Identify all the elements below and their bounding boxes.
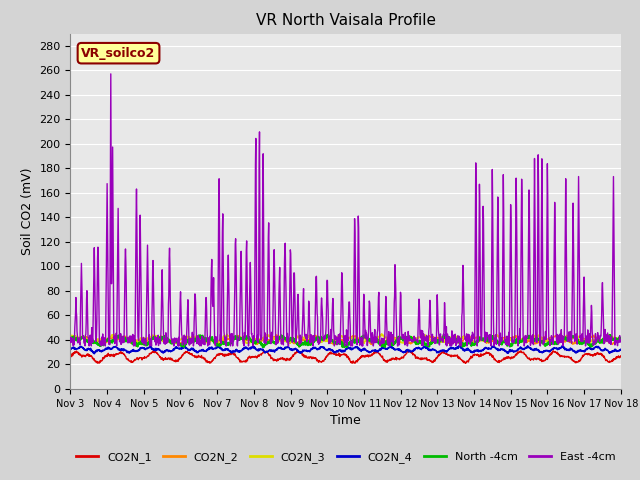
Y-axis label: Soil CO2 (mV): Soil CO2 (mV) (21, 168, 34, 255)
X-axis label: Time: Time (330, 414, 361, 427)
Text: VR_soilco2: VR_soilco2 (81, 47, 156, 60)
Legend: CO2N_1, CO2N_2, CO2N_3, CO2N_4, North -4cm, East -4cm: CO2N_1, CO2N_2, CO2N_3, CO2N_4, North -4… (72, 448, 620, 468)
Title: VR North Vaisala Profile: VR North Vaisala Profile (255, 13, 436, 28)
